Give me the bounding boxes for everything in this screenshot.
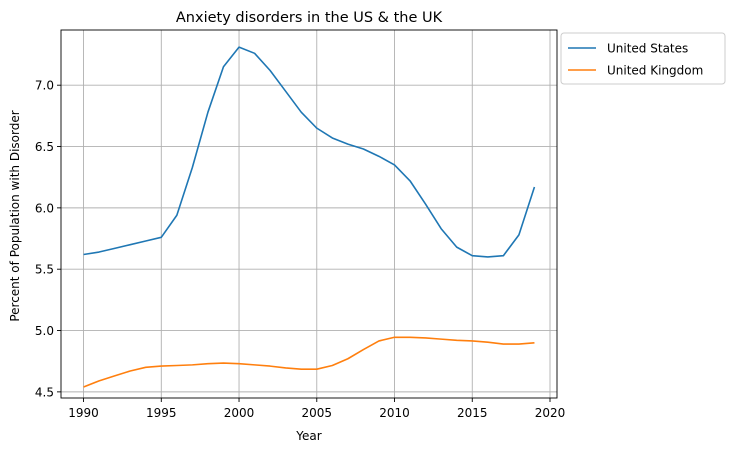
series-line-united-kingdom <box>83 336 535 388</box>
y-axis-label: Percent of Population with Disorder <box>8 110 22 321</box>
x-axis: 1990 1995 2000 2005 2010 2015 2020 <box>68 398 565 420</box>
grid <box>61 30 557 398</box>
y-tick-label: 7.0 <box>35 79 54 93</box>
x-tick-label: 2000 <box>224 406 255 420</box>
y-tick-label: 5.0 <box>35 324 54 338</box>
legend: United States United Kingdom <box>560 32 726 85</box>
x-tick-label: 2015 <box>457 406 488 420</box>
x-tick-label: 1995 <box>146 406 177 420</box>
legend-label-united-kingdom: United Kingdom <box>607 64 703 78</box>
y-tick-label: 6.5 <box>35 140 54 154</box>
x-tick-label: 2005 <box>302 406 333 420</box>
series-layer <box>83 46 536 388</box>
x-tick-label: 2020 <box>535 406 566 420</box>
legend-box <box>560 32 726 85</box>
legend-label-united-states: United States <box>607 42 688 56</box>
series-line-united-states <box>83 46 536 258</box>
x-axis-label: Year <box>295 429 321 443</box>
y-tick-label: 5.5 <box>35 263 54 277</box>
y-axis: 4.5 5.0 5.5 6.0 6.5 7.0 <box>35 79 61 399</box>
plot-frame <box>60 29 558 399</box>
x-tick-label: 2010 <box>379 406 410 420</box>
y-tick-label: 4.5 <box>35 385 54 399</box>
x-tick-label: 1990 <box>68 406 99 420</box>
chart-title: Anxiety disorders in the US & the UK <box>176 10 443 26</box>
y-tick-label: 6.0 <box>35 201 54 215</box>
